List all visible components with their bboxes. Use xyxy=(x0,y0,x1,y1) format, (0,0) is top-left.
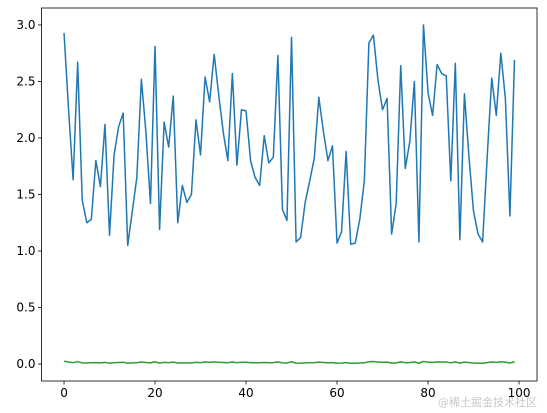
y-tick-label: 0.0 xyxy=(16,357,35,371)
series-line xyxy=(63,24,516,247)
x-tick-label: 100 xyxy=(508,386,531,400)
y-tick-label: 2.5 xyxy=(16,74,35,88)
series-line xyxy=(63,360,515,365)
y-tick-label: 2.0 xyxy=(16,131,35,145)
y-tick-label: 0.5 xyxy=(16,301,35,315)
x-tick-label: 20 xyxy=(147,386,162,400)
y-tick-label: 1.0 xyxy=(16,244,35,258)
x-tick-label: 0 xyxy=(60,386,68,400)
x-tick-label: 60 xyxy=(329,386,344,400)
watermark: @稀土掘金技术社区 xyxy=(438,395,537,409)
x-tick-label: 40 xyxy=(238,386,253,400)
plot-frame xyxy=(41,7,538,382)
x-tick-label: 80 xyxy=(420,386,435,400)
y-tick-label: 3.0 xyxy=(16,18,35,32)
y-tick-label: 1.5 xyxy=(16,188,35,202)
